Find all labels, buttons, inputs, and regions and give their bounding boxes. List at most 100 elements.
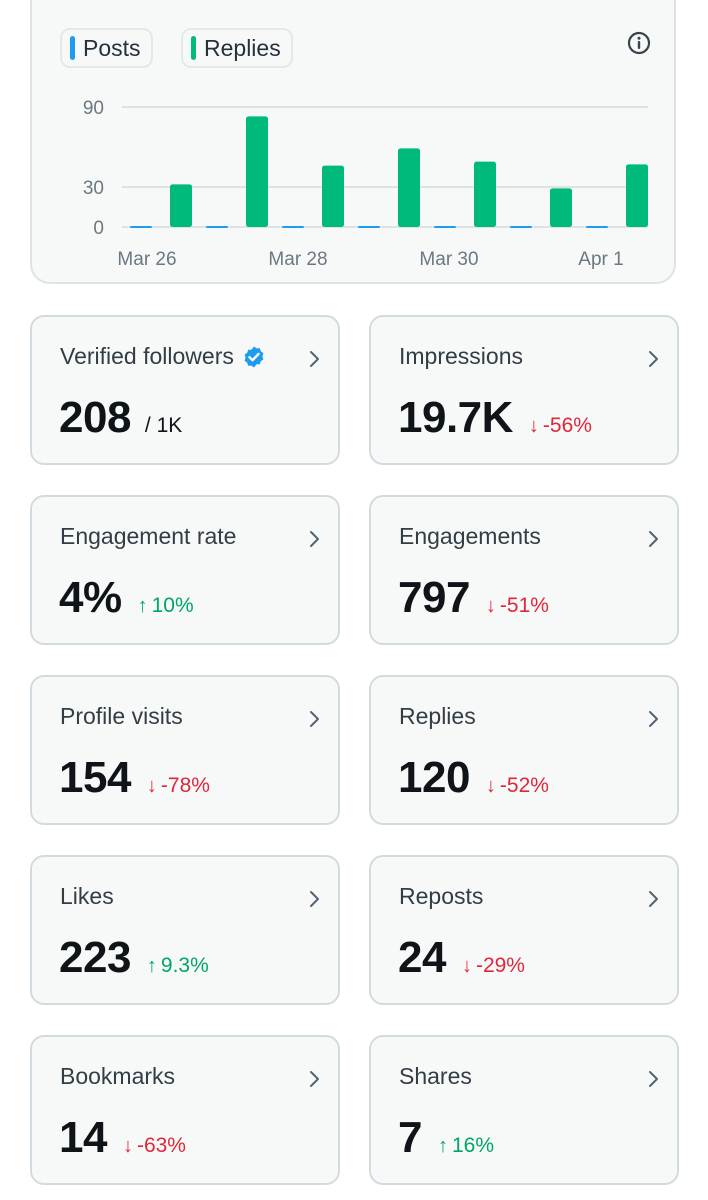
x-tick-label: Apr 1 xyxy=(578,249,623,270)
metric-value-row: 223 ↑ 9.3% xyxy=(59,933,209,983)
metric-change-value: 16% xyxy=(451,1134,495,1157)
chevron-right-icon[interactable] xyxy=(308,709,322,729)
bar-posts xyxy=(510,226,532,228)
metric-change: ↑ 9.3% xyxy=(147,954,209,978)
metric-change: ↓ -63% xyxy=(123,1134,186,1158)
metric-value: 7 xyxy=(398,1113,422,1162)
metric-tile-engagements[interactable]: Engagements 797 ↓ -51% xyxy=(369,495,679,645)
legend-posts-swatch xyxy=(70,36,75,60)
metric-change-value: -63% xyxy=(136,1134,186,1157)
metric-label: Reposts xyxy=(399,883,483,910)
x-tick-label: Mar 26 xyxy=(117,249,176,270)
metric-tile-profile-visits[interactable]: Profile visits 154 ↓ -78% xyxy=(30,675,340,825)
bar-replies xyxy=(322,165,344,227)
arrow-up-icon: ↑ xyxy=(146,955,157,977)
legend-posts[interactable]: Posts xyxy=(60,28,153,68)
x-tick-label: Mar 30 xyxy=(419,249,478,270)
metric-change-value: -56% xyxy=(542,414,592,437)
metric-value-row: 14 ↓ -63% xyxy=(59,1113,186,1163)
metric-label: Verified followers xyxy=(60,343,266,370)
metric-tile-verified-followers[interactable]: Verified followers 208 / 1K xyxy=(30,315,340,465)
chevron-right-icon[interactable] xyxy=(308,1069,322,1089)
chevron-right-icon[interactable] xyxy=(308,889,322,909)
metric-label: Shares xyxy=(399,1063,472,1090)
metric-tile-impressions[interactable]: Impressions 19.7K ↓ -56% xyxy=(369,315,679,465)
chevron-right-icon[interactable] xyxy=(647,349,661,369)
bar-posts xyxy=(282,226,304,228)
y-tick-label: 0 xyxy=(93,218,104,239)
bar-posts xyxy=(358,226,380,228)
metric-change: ↑ 16% xyxy=(438,1134,494,1158)
arrow-down-icon: ↓ xyxy=(528,415,539,437)
chevron-right-icon[interactable] xyxy=(647,529,661,549)
bar-replies xyxy=(626,164,648,227)
metric-value: 223 xyxy=(59,933,131,982)
metric-change-value: 10% xyxy=(151,594,194,617)
metric-goal: / 1K xyxy=(144,414,183,437)
metric-label-text: Replies xyxy=(399,703,476,729)
metric-change: ↑ 10% xyxy=(138,594,194,618)
metric-change: ↓ -52% xyxy=(486,774,549,798)
metric-label: Likes xyxy=(60,883,114,910)
arrow-up-icon: ↑ xyxy=(437,1135,448,1157)
metric-tile-replies[interactable]: Replies 120 ↓ -52% xyxy=(369,675,679,825)
metric-value-row: 120 ↓ -52% xyxy=(398,753,549,803)
metric-label-text: Shares xyxy=(399,1063,472,1089)
metric-change-value: -29% xyxy=(475,954,525,977)
arrow-up-icon: ↑ xyxy=(137,595,148,617)
x-tick-label: Mar 28 xyxy=(268,249,327,270)
metric-value: 154 xyxy=(59,753,131,802)
metric-label-text: Profile visits xyxy=(60,703,183,729)
bar-posts xyxy=(206,226,228,228)
metric-label-text: Engagement rate xyxy=(60,523,237,549)
metric-value: 14 xyxy=(59,1113,107,1162)
bar-posts xyxy=(586,226,608,228)
activity-chart-card: Posts Replies 0 30 90 Mar 26 Mar 28 Mar 30 Apr… xyxy=(30,0,676,284)
metric-change-value: -78% xyxy=(160,774,210,797)
metric-tile-shares[interactable]: Shares 7 ↑ 16% xyxy=(369,1035,679,1185)
metric-label: Bookmarks xyxy=(60,1063,175,1090)
legend-replies[interactable]: Replies xyxy=(181,28,293,68)
chevron-right-icon[interactable] xyxy=(647,709,661,729)
metric-change: ↓ -29% xyxy=(462,954,525,978)
metric-change-value: 9.3% xyxy=(160,954,209,977)
metric-label-text: Verified followers xyxy=(60,343,234,369)
metric-label-text: Reposts xyxy=(399,883,484,909)
legend-replies-swatch xyxy=(191,36,196,60)
metric-tile-likes[interactable]: Likes 223 ↑ 9.3% xyxy=(30,855,340,1005)
metric-label-text: Impressions xyxy=(399,343,523,369)
arrow-down-icon: ↓ xyxy=(485,775,496,797)
bar-posts xyxy=(130,226,152,228)
metric-value-row: 797 ↓ -51% xyxy=(398,573,549,623)
chevron-right-icon[interactable] xyxy=(308,349,322,369)
metric-value-row: 7 ↑ 16% xyxy=(398,1113,494,1163)
metric-value-row: 154 ↓ -78% xyxy=(59,753,210,803)
metric-value: 4% xyxy=(59,573,122,622)
metric-value: 797 xyxy=(398,573,470,622)
metric-label-text: Likes xyxy=(60,883,114,909)
bar-posts xyxy=(434,226,456,228)
metric-label-text: Engagements xyxy=(399,523,541,549)
legend-posts-label: Posts xyxy=(83,34,141,61)
chevron-right-icon[interactable] xyxy=(308,529,322,549)
verified-badge-icon xyxy=(244,346,264,367)
metric-change-value: -52% xyxy=(499,774,549,797)
bar-replies xyxy=(550,188,572,227)
metric-change: ↓ -78% xyxy=(147,774,210,798)
metric-label: Engagement rate xyxy=(60,523,236,550)
metric-tile-engagement-rate[interactable]: Engagement rate 4% ↑ 10% xyxy=(30,495,340,645)
metric-value: 24 xyxy=(398,933,446,982)
metric-value: 208 xyxy=(59,393,131,442)
bar-chart: 0 30 90 Mar 26 Mar 28 Mar 30 Apr 1 xyxy=(83,98,648,270)
metric-value: 120 xyxy=(398,753,470,802)
metric-label: Impressions xyxy=(399,343,523,370)
chevron-right-icon[interactable] xyxy=(647,889,661,909)
info-icon[interactable] xyxy=(626,30,652,56)
bar-replies xyxy=(170,184,192,227)
metric-tile-reposts[interactable]: Reposts 24 ↓ -29% xyxy=(369,855,679,1005)
metric-value-row: 4% ↑ 10% xyxy=(59,573,194,623)
metric-tile-bookmarks[interactable]: Bookmarks 14 ↓ -63% xyxy=(30,1035,340,1185)
chevron-right-icon[interactable] xyxy=(647,1069,661,1089)
arrow-down-icon: ↓ xyxy=(146,775,157,797)
bar-replies xyxy=(474,161,496,227)
